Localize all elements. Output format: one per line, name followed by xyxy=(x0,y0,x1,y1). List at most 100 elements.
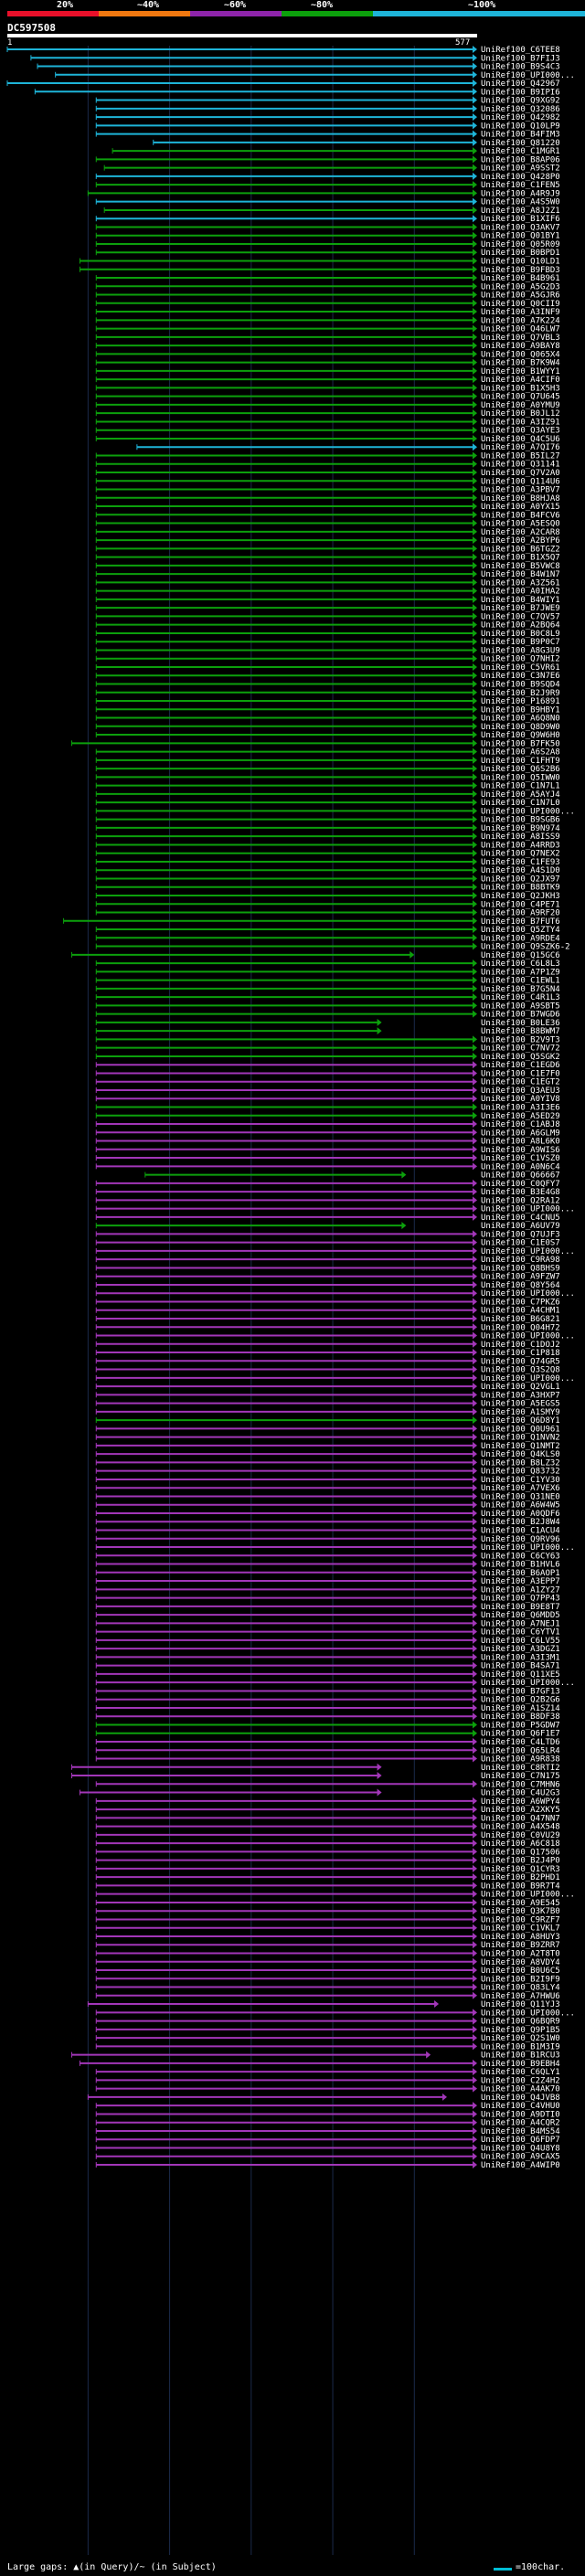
hit-label[interactable]: UniRef100_C9RA98 xyxy=(481,1256,560,1265)
hit-label[interactable]: UniRef100_Q9XG92 xyxy=(481,97,560,106)
hit-label[interactable]: UniRef100_C6YTV1 xyxy=(481,1628,560,1638)
hit-label[interactable]: UniRef100_B0JL12 xyxy=(481,409,560,419)
hit-label[interactable]: UniRef100_C0VU29 xyxy=(481,1831,560,1840)
hit-label[interactable]: UniRef100_C1FE93 xyxy=(481,858,560,867)
hit-label[interactable]: UniRef100_C6LV55 xyxy=(481,1637,560,1646)
hit-label[interactable]: UniRef100_B2J9R9 xyxy=(481,689,560,698)
hit-label[interactable]: UniRef100_C4VHU0 xyxy=(481,2102,560,2111)
hit-label[interactable]: UniRef100_B9FBD3 xyxy=(481,266,560,275)
hit-label[interactable]: UniRef100_A2BQ64 xyxy=(481,621,560,631)
hit-label[interactable]: UniRef100_A7VEX6 xyxy=(481,1484,560,1493)
hit-label[interactable]: UniRef100_C2Z4H2 xyxy=(481,2076,560,2085)
hit-label[interactable]: UniRef100_B4SA71 xyxy=(481,1662,560,1671)
hit-label[interactable]: UniRef100_C6L8L3 xyxy=(481,959,560,969)
hit-label[interactable]: UniRef100_B8BWM7 xyxy=(481,1027,560,1036)
hit-label[interactable]: UniRef100_Q5IWW0 xyxy=(481,773,560,782)
hit-label[interactable]: UniRef100_B4FIM3 xyxy=(481,131,560,140)
hit-label[interactable]: UniRef100_Q3AEU3 xyxy=(481,1087,560,1096)
hit-label[interactable]: UniRef100_A4X548 xyxy=(481,1823,560,1832)
hit-label[interactable]: UniRef100_Q05R09 xyxy=(481,240,560,249)
hit-label[interactable]: UniRef100_Q3AKV7 xyxy=(481,223,560,232)
hit-label[interactable]: UniRef100_Q2JX97 xyxy=(481,875,560,884)
hit-label[interactable]: UniRef100_Q7U645 xyxy=(481,393,560,402)
hit-label[interactable]: UniRef100_UPI000... xyxy=(481,1289,575,1299)
hit-label[interactable]: UniRef100_Q74GR5 xyxy=(481,1357,560,1366)
hit-label[interactable]: UniRef100_A5GJR6 xyxy=(481,292,560,301)
hit-label[interactable]: UniRef100_A8ISS9 xyxy=(481,832,560,842)
hit-label[interactable]: UniRef100_C1EWL1 xyxy=(481,977,560,986)
hit-label[interactable]: UniRef100_Q2VGL1 xyxy=(481,1383,560,1392)
hit-label[interactable]: UniRef100_A5G2D3 xyxy=(481,282,560,292)
hit-label[interactable]: UniRef100_A6WPY4 xyxy=(481,1797,560,1807)
hit-label[interactable]: UniRef100_Q7PP43 xyxy=(481,1595,560,1604)
hit-label[interactable]: UniRef100_C8RTI2 xyxy=(481,1764,560,1773)
hit-label[interactable]: UniRef100_Q3AYE3 xyxy=(481,427,560,436)
hit-label[interactable]: UniRef100_A0N6C4 xyxy=(481,1162,560,1171)
hit-label[interactable]: UniRef100_A8VDY4 xyxy=(481,1958,560,1967)
hit-label[interactable]: UniRef100_Q10LP9 xyxy=(481,122,560,131)
hit-label[interactable]: UniRef100_C3N7E6 xyxy=(481,672,560,681)
hit-label[interactable]: UniRef100_A3Z561 xyxy=(481,578,560,588)
hit-label[interactable]: UniRef100_A7HWU6 xyxy=(481,1992,560,2001)
hit-label[interactable]: UniRef100_B7JWE9 xyxy=(481,604,560,613)
hit-label[interactable]: UniRef100_Q04H72 xyxy=(481,1323,560,1332)
hit-label[interactable]: UniRef100_Q11YJ3 xyxy=(481,2000,560,2009)
hit-label[interactable]: UniRef100_Q7V2A0 xyxy=(481,469,560,478)
hit-label[interactable]: UniRef100_Q9P1B5 xyxy=(481,2026,560,2035)
hit-label[interactable]: UniRef100_C1E0S7 xyxy=(481,1239,560,1248)
hit-label[interactable]: UniRef100_A3I3E6 xyxy=(481,1104,560,1113)
hit-label[interactable]: UniRef100_B4W1N7 xyxy=(481,570,560,579)
hit-label[interactable]: UniRef100_B9HBY1 xyxy=(481,705,560,715)
hit-label[interactable]: UniRef100_Q3K7B0 xyxy=(481,1907,560,1916)
hit-label[interactable]: UniRef100_C1EGD6 xyxy=(481,1061,560,1070)
hit-label[interactable]: UniRef100_A2T8T0 xyxy=(481,1950,560,1959)
hit-label[interactable]: UniRef100_Q65LR4 xyxy=(481,1746,560,1755)
hit-label[interactable]: UniRef100_A9E545 xyxy=(481,1899,560,1908)
hit-label[interactable]: UniRef100_C1MGR1 xyxy=(481,147,560,156)
hit-label[interactable]: UniRef100_Q42967 xyxy=(481,80,560,89)
hit-label[interactable]: UniRef100_B6TGZ2 xyxy=(481,545,560,554)
hit-label[interactable]: UniRef100_Q83732 xyxy=(481,1468,560,1477)
hit-label[interactable]: UniRef100_B2J4P0 xyxy=(481,1857,560,1866)
hit-label[interactable]: UniRef100_A1SMY9 xyxy=(481,1408,560,1417)
hit-label[interactable]: UniRef100_C6CY63 xyxy=(481,1552,560,1561)
hit-label[interactable]: UniRef100_A9SBT5 xyxy=(481,1002,560,1011)
hit-label[interactable]: UniRef100_A9DTI0 xyxy=(481,2110,560,2119)
hit-label[interactable]: UniRef100_UPI000... xyxy=(481,1891,575,1900)
hit-label[interactable]: UniRef100_B9R7T4 xyxy=(481,1882,560,1891)
hit-label[interactable]: UniRef100_B9P0C7 xyxy=(481,638,560,647)
hit-label[interactable]: UniRef100_C1ACU4 xyxy=(481,1527,560,1536)
hit-label[interactable]: UniRef100_A7K224 xyxy=(481,316,560,325)
hit-label[interactable]: UniRef100_C4U2G3 xyxy=(481,1789,560,1798)
hit-label[interactable]: UniRef100_A4S1D0 xyxy=(481,866,560,875)
hit-label[interactable]: UniRef100_B9SQD4 xyxy=(481,681,560,690)
hit-label[interactable]: UniRef100_A6C818 xyxy=(481,1839,560,1849)
hit-label[interactable]: UniRef100_B8LZ32 xyxy=(481,1458,560,1468)
hit-label[interactable]: UniRef100_A4WIP0 xyxy=(481,2161,560,2170)
hit-label[interactable]: UniRef100_Q46LW7 xyxy=(481,325,560,334)
hit-label[interactable]: UniRef100_Q9SZK6-2 xyxy=(481,943,570,952)
hit-label[interactable]: UniRef100_UPI000... xyxy=(481,807,575,816)
hit-label[interactable]: UniRef100_Q01BY1 xyxy=(481,232,560,241)
hit-label[interactable]: UniRef100_B8BTK9 xyxy=(481,884,560,893)
hit-label[interactable]: UniRef100_B5IL27 xyxy=(481,451,560,461)
hit-label[interactable]: UniRef100_B4B961 xyxy=(481,274,560,283)
hit-label[interactable]: UniRef100_UPI000... xyxy=(481,1679,575,1688)
hit-label[interactable]: UniRef100_A7NEJ1 xyxy=(481,1619,560,1628)
hit-label[interactable]: UniRef100_C1VKL7 xyxy=(481,1924,560,1934)
hit-label[interactable]: UniRef100_Q6FDP7 xyxy=(481,2136,560,2145)
hit-label[interactable]: UniRef100_A7QI76 xyxy=(481,443,560,452)
hit-label[interactable]: UniRef100_Q9RV96 xyxy=(481,1535,560,1544)
hit-label[interactable]: UniRef100_Q1NVN2 xyxy=(481,1434,560,1443)
hit-label[interactable]: UniRef100_C9RZF7 xyxy=(481,1915,560,1924)
hit-label[interactable]: UniRef100_A9RDE4 xyxy=(481,934,560,943)
hit-label[interactable]: UniRef100_A5EGS5 xyxy=(481,1400,560,1409)
hit-label[interactable]: UniRef100_Q10LD1 xyxy=(481,258,560,267)
hit-label[interactable]: UniRef100_A2CAR8 xyxy=(481,528,560,537)
hit-label[interactable]: UniRef100_Q2RA12 xyxy=(481,1196,560,1205)
hit-label[interactable]: UniRef100_Q8BHS9 xyxy=(481,1264,560,1273)
hit-label[interactable]: UniRef100_B0BPD1 xyxy=(481,249,560,258)
hit-label[interactable]: UniRef100_A3DGZ1 xyxy=(481,1645,560,1654)
hit-label[interactable]: UniRef100_A4R9J9 xyxy=(481,189,560,198)
hit-label[interactable]: UniRef100_C6QLY1 xyxy=(481,2068,560,2077)
